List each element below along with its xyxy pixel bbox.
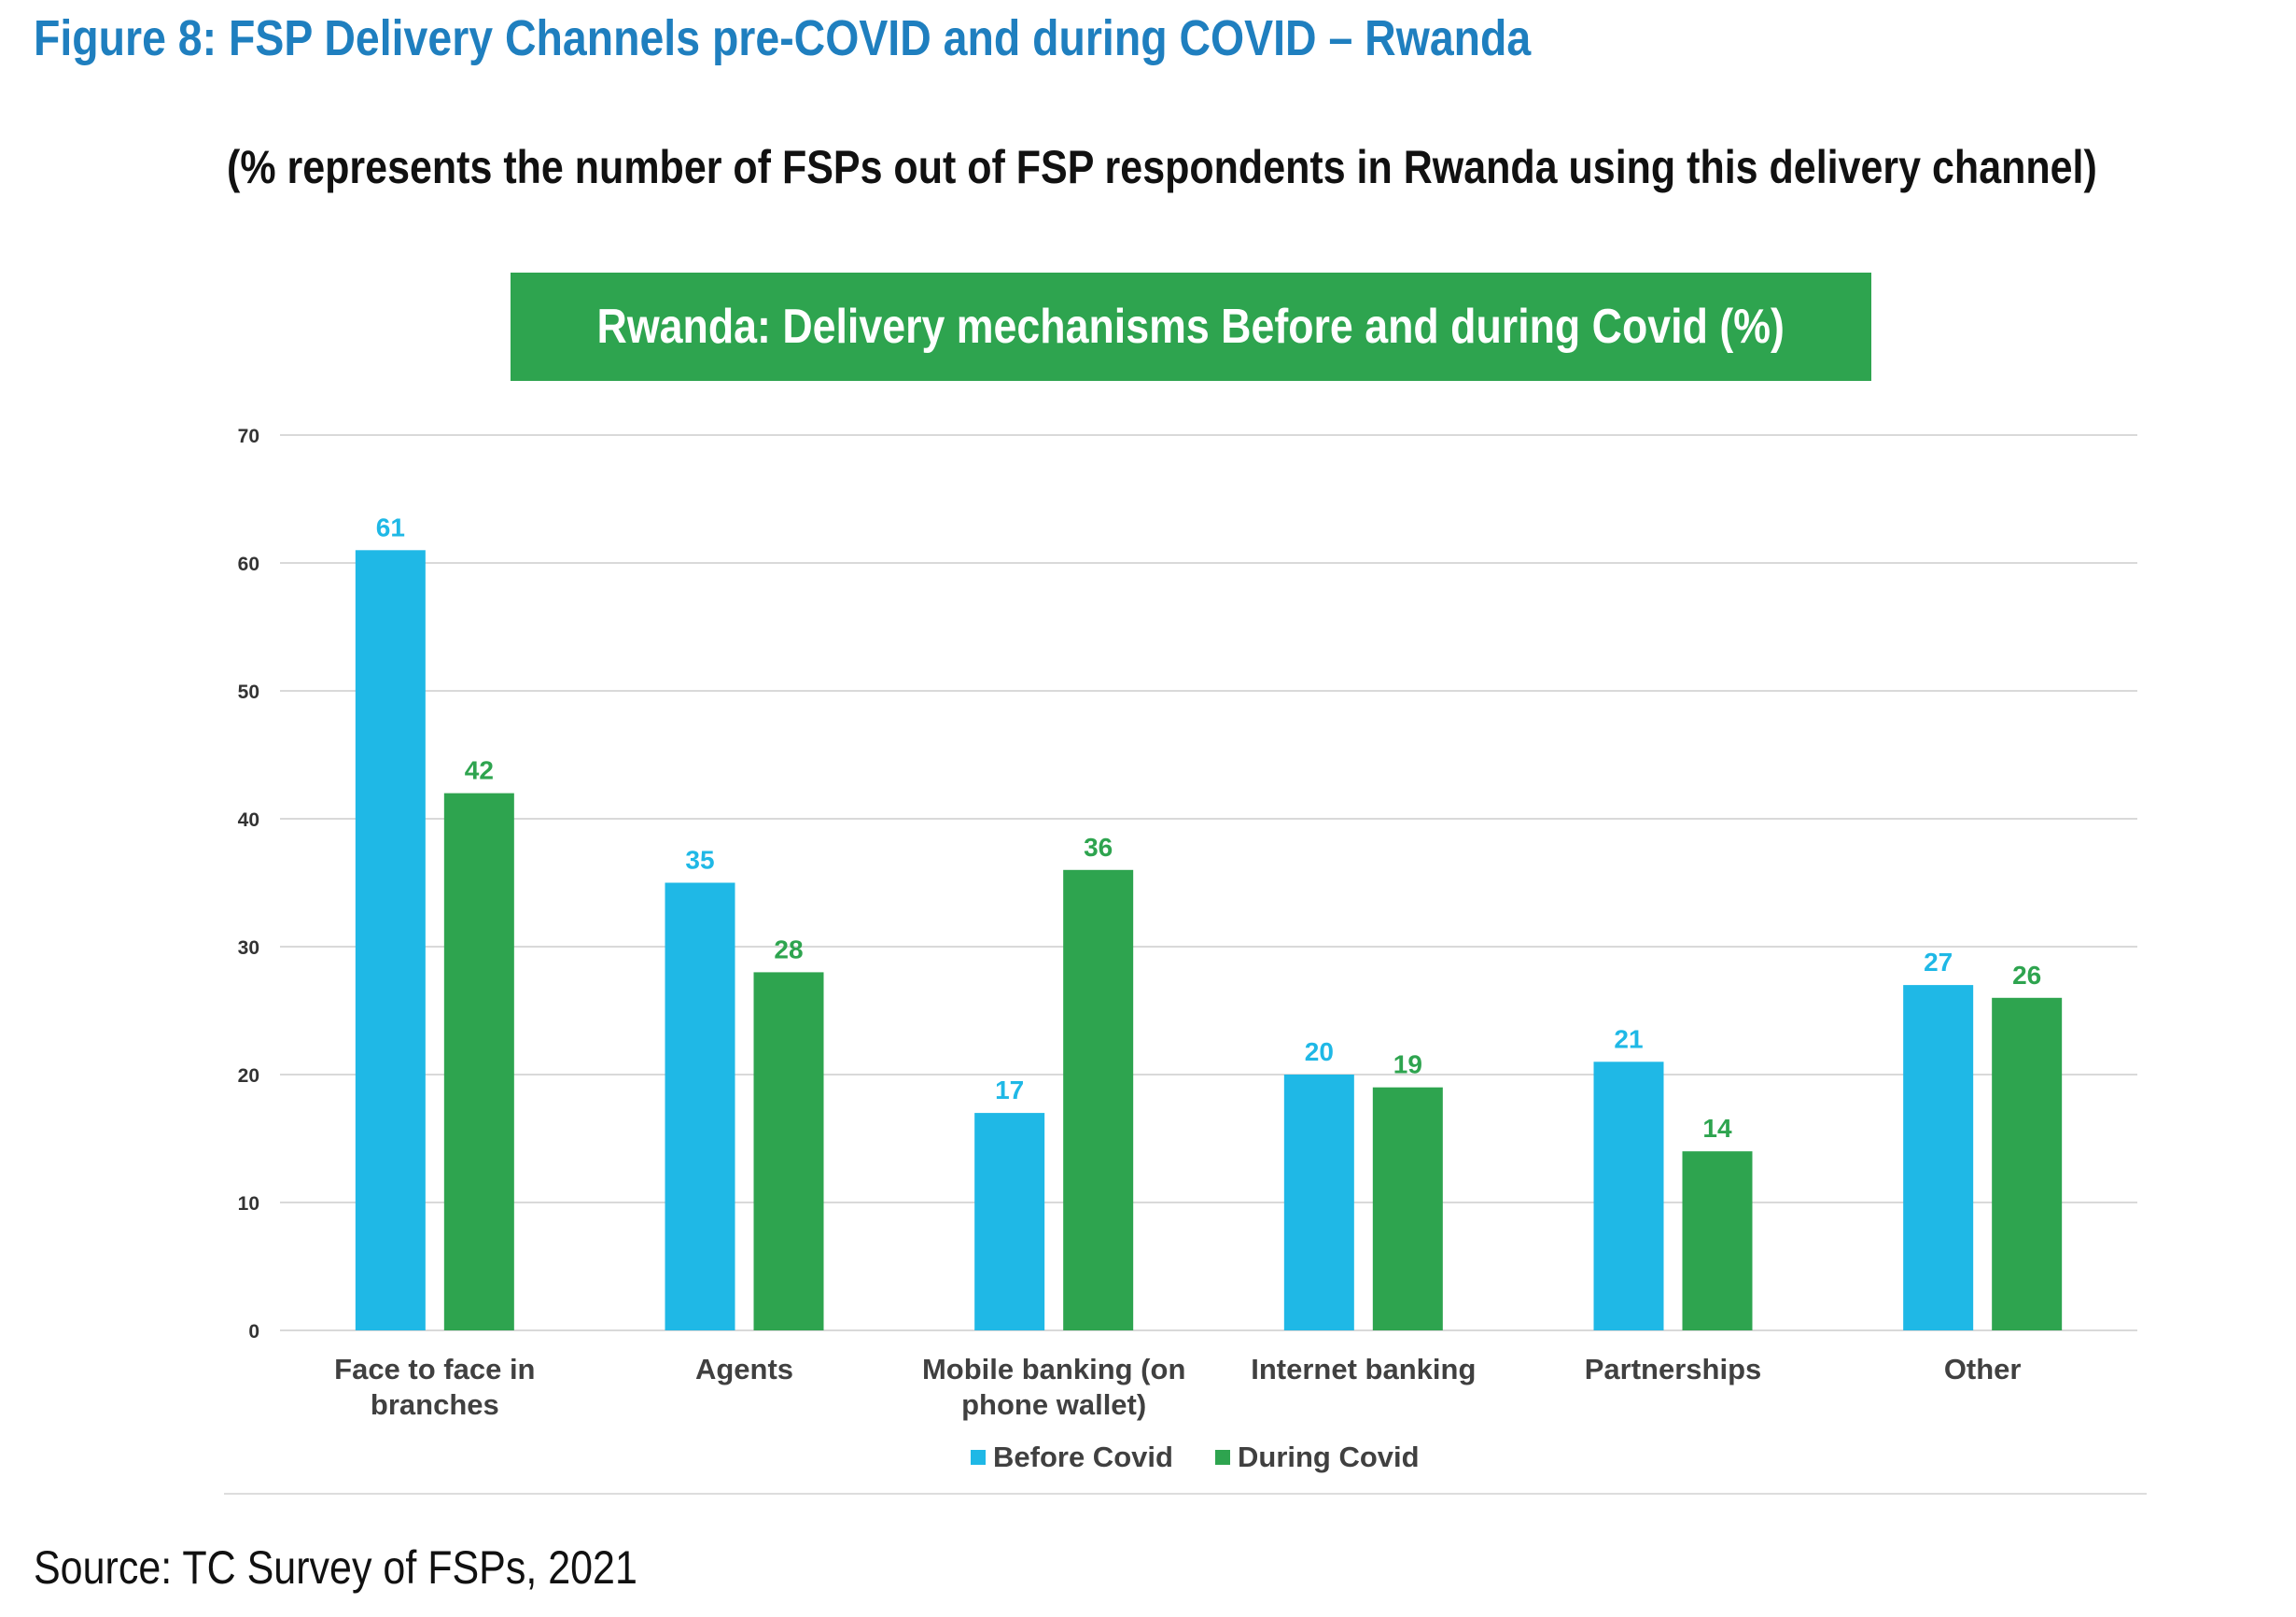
legend-swatch-during: [1215, 1450, 1230, 1465]
data-label: 26: [2012, 961, 2041, 990]
x-category-label: Face to face in: [334, 1353, 535, 1385]
y-tick-label: 20: [238, 1065, 259, 1087]
bar-during-covid: [1372, 1087, 1443, 1330]
bar-during-covid: [1682, 1151, 1753, 1330]
data-label: 27: [1924, 948, 1953, 977]
bar-during-covid: [443, 793, 514, 1330]
bar-before-covid: [1283, 1075, 1354, 1330]
bar-during-covid: [753, 972, 824, 1330]
y-tick-label: 10: [238, 1193, 259, 1215]
bar-before-covid: [355, 550, 426, 1330]
data-label: 36: [1084, 833, 1113, 862]
bar-during-covid: [1063, 869, 1134, 1330]
legend-swatch-before: [971, 1450, 986, 1465]
legend-label: Before Covid: [993, 1441, 1173, 1473]
bar-before-covid: [1593, 1062, 1664, 1330]
data-label: 35: [685, 846, 714, 875]
y-tick-label: 60: [238, 554, 259, 575]
bar-before-covid: [665, 882, 735, 1330]
x-category-label: Mobile banking (on: [922, 1353, 1185, 1385]
bar-before-covid: [974, 1113, 1045, 1330]
chart-title-banner: Rwanda: Delivery mechanisms Before and d…: [511, 273, 1871, 381]
data-label: 19: [1393, 1050, 1422, 1079]
x-category-label: Internet banking: [1251, 1353, 1476, 1385]
y-tick-label: 70: [238, 426, 259, 447]
x-category-label: Other: [1944, 1353, 2022, 1385]
legend-label: During Covid: [1238, 1441, 1420, 1473]
x-category-label: Partnerships: [1585, 1353, 1762, 1385]
figure-subtitle: (% represents the number of FSPs out of …: [227, 141, 2097, 193]
y-tick-label: 50: [238, 682, 259, 703]
y-tick-label: 30: [238, 937, 259, 959]
x-category-label: phone wallet): [961, 1388, 1146, 1421]
data-label: 21: [1614, 1024, 1643, 1053]
data-label: 42: [465, 756, 494, 785]
source-note: Source: TC Survey of FSPs, 2021: [34, 1541, 637, 1594]
data-label: 20: [1305, 1037, 1334, 1066]
data-label: 61: [376, 513, 405, 541]
data-label: 28: [774, 935, 803, 963]
chart-title: Rwanda: Delivery mechanisms Before and d…: [596, 300, 1785, 354]
y-tick-label: 40: [238, 809, 259, 831]
x-category-label: Agents: [695, 1353, 793, 1385]
y-tick-label: 0: [248, 1321, 259, 1343]
bar-during-covid: [1992, 997, 2063, 1330]
bar-before-covid: [1903, 985, 1974, 1330]
data-label: 14: [1702, 1114, 1732, 1143]
x-category-label: branches: [371, 1388, 499, 1421]
figure-title: Figure 8: FSP Delivery Channels pre-COVI…: [34, 10, 1532, 66]
data-label: 17: [995, 1076, 1024, 1104]
